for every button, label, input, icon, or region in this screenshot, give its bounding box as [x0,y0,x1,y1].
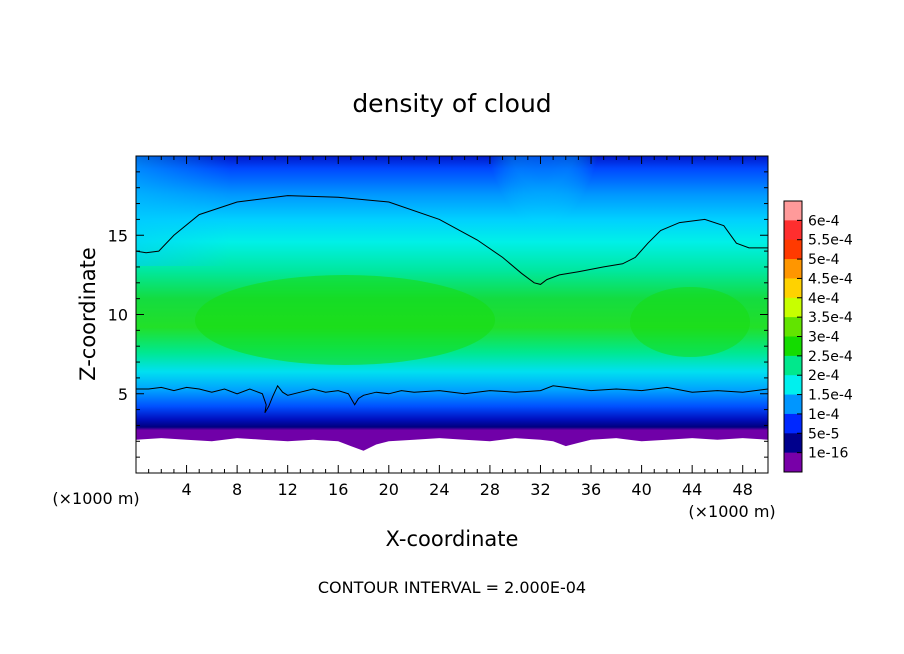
x-tick-label: 8 [232,480,242,499]
colorbar: 6e-4 5.5e-4 5e-4 4.5e-4 4e-4 3.5e-4 3e-4 2.5e-4… [783,200,853,473]
cloud-gap [481,156,605,305]
top-left-shading [136,156,768,266]
colorbar-label: 6e-4 [808,213,840,229]
contour-line-upper [136,195,768,285]
colorbar-label: 5.5e-4 [808,233,853,249]
colorbar-label: 2e-4 [808,368,840,384]
y-tick-label: 5 [118,385,128,404]
colorbar-swatch [784,355,802,376]
colorbar-label: 1e-4 [808,407,840,423]
x-tick-label: 48 [733,480,753,499]
x-tick-label: 4 [181,480,191,499]
colorbar-swatch [784,201,802,221]
y-axis-title: Z-coordinate [76,247,100,381]
colorbar-swatch [784,452,802,473]
colorbar-swatch [784,220,802,241]
colorbar-swatch [784,259,802,279]
y-tick-label: 10 [108,306,128,325]
x-tick-label: 32 [530,480,550,499]
x-tick-label: 16 [328,480,348,499]
x-tick-label: 28 [480,480,500,499]
x-tick-label: 24 [429,480,449,499]
x-tick-label: 40 [631,480,651,499]
chart-title: density of cloud [352,89,551,118]
colorbar-swatch [784,413,802,434]
y-axis: 5 10 15 [108,171,768,458]
x-axis: 4 8 12 16 20 24 28 32 36 40 44 48 [148,156,756,499]
colorbar-label: 2.5e-4 [808,349,853,365]
colorbar-label: 4.5e-4 [808,271,853,287]
colorbar-swatch [784,375,802,396]
contour-interval-note: CONTOUR INTERVAL = 2.000E-04 [318,578,586,597]
colorbar-label: 5e-5 [808,426,839,442]
x-tick-label: 44 [682,480,702,499]
x-unit-label: (×1000 m) [688,502,775,521]
colorbar-swatch [784,297,802,318]
x-tick-label: 20 [379,480,399,499]
colorbar-label: 3.5e-4 [808,310,853,326]
colorbar-label: 1e-16 [808,446,848,462]
y-unit-label: (×1000 m) [52,489,139,508]
green-core-left [195,275,495,365]
x-axis-title: X-coordinate [386,527,519,551]
contour-line-lower [136,384,768,414]
colorbar-swatch [784,317,802,337]
x-tick-label: 12 [278,480,298,499]
plot-area [136,156,768,473]
colorbar-swatch [784,336,802,357]
colorbar-label: 5e-4 [808,252,840,268]
colorbar-label: 3e-4 [808,330,840,346]
green-core-right [630,287,750,357]
below-cloud-region [136,438,768,473]
y-tick-label: 15 [108,226,128,245]
colorbar-label: 4e-4 [808,291,840,307]
colorbar-swatch [784,394,802,415]
colorbar-swatch [784,239,802,260]
colorbar-swatch [784,278,802,299]
colorbar-label: 1.5e-4 [808,388,853,404]
colorbar-swatch [784,433,802,454]
x-tick-label: 36 [581,480,601,499]
